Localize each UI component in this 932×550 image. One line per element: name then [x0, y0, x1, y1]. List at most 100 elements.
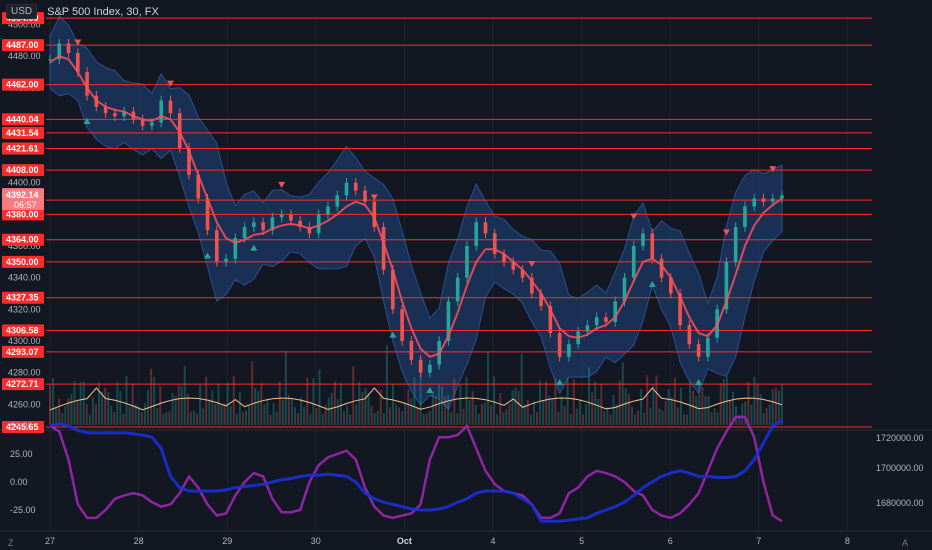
- autoscale-button[interactable]: A: [901, 538, 908, 548]
- candle-body: [548, 306, 553, 334]
- volume-bar: [468, 400, 471, 425]
- volume-bar: [339, 383, 342, 425]
- volume-bar: [150, 368, 153, 425]
- candle-body: [242, 227, 247, 239]
- sell-signal-marker: [278, 181, 286, 188]
- level-label: 4431.54: [6, 128, 39, 138]
- volume-bar: [226, 382, 229, 425]
- volume-bar: [235, 414, 238, 425]
- volume-bar: [609, 414, 612, 425]
- symbol-title[interactable]: S&P 500 Index, 30, FX: [47, 5, 159, 18]
- volume-bar: [64, 406, 67, 425]
- buy-signal-marker: [204, 252, 212, 259]
- candle-body: [307, 227, 312, 234]
- volume-bar: [260, 382, 263, 425]
- volume-bar: [382, 413, 385, 425]
- volume-bar: [238, 391, 241, 425]
- volume-bar: [275, 411, 278, 425]
- volume-bar: [318, 369, 321, 425]
- candle-body: [724, 261, 729, 310]
- volume-bar: [404, 402, 407, 425]
- candle-body: [381, 227, 386, 270]
- sell-signal-marker: [370, 194, 378, 201]
- candle-body: [363, 190, 367, 202]
- level-label-bg: [2, 255, 44, 268]
- candle-body: [326, 206, 330, 215]
- candle-body: [66, 43, 71, 53]
- volume-bar: [122, 413, 125, 425]
- candle-body: [520, 269, 525, 278]
- candle-body: [400, 309, 404, 341]
- volume-bar: [765, 408, 768, 425]
- candle-body: [669, 277, 673, 294]
- volume-bar: [689, 380, 692, 425]
- volume-bar: [315, 408, 318, 425]
- price-tick-label: 4400.00: [8, 178, 41, 188]
- candle-body: [353, 182, 358, 191]
- candle-body: [57, 43, 62, 60]
- level-label-bg: [2, 208, 44, 221]
- volume-bar: [652, 384, 655, 425]
- volume-axis-tick-label: 1700000.00: [876, 463, 924, 473]
- candle-body: [316, 214, 321, 234]
- volume-bar: [735, 405, 738, 425]
- volume-bar: [196, 413, 199, 425]
- volume-bar: [257, 391, 260, 425]
- candle-body: [780, 195, 784, 199]
- volume-bar: [563, 406, 566, 425]
- volume-bar: [352, 366, 355, 425]
- volume-bar: [511, 390, 514, 425]
- volume-bar: [695, 396, 698, 425]
- volume-bar: [162, 413, 165, 425]
- volume-bar: [137, 406, 140, 425]
- candle-body: [483, 222, 488, 234]
- volume-bar: [453, 379, 456, 425]
- volume-bar: [667, 388, 670, 425]
- volume-bar: [281, 399, 284, 425]
- volume-bar: [113, 411, 116, 425]
- volume-bar: [428, 411, 431, 425]
- volume-bar: [569, 413, 572, 425]
- volume-bar: [174, 396, 177, 425]
- level-label-bg: [2, 78, 44, 91]
- volume-bar: [450, 411, 453, 425]
- candle-body: [641, 233, 645, 247]
- volume-bar: [486, 352, 489, 425]
- volume-bar: [741, 403, 744, 425]
- volume-bar: [505, 409, 508, 425]
- level-label-bg: [2, 39, 44, 52]
- volume-bar: [437, 384, 440, 425]
- volume-bar: [410, 398, 413, 425]
- buy-signal-marker: [556, 379, 564, 386]
- volume-bar: [523, 404, 526, 425]
- candle-body: [261, 222, 265, 231]
- candle-body: [492, 233, 497, 254]
- volume-bar: [76, 399, 79, 425]
- price-tick-label: 4340.00: [8, 273, 41, 283]
- zoom-toggle-button[interactable]: Z: [8, 538, 14, 548]
- volume-bar: [535, 411, 538, 425]
- volume-bar: [502, 412, 505, 425]
- currency-button[interactable]: USD: [6, 4, 38, 19]
- volume-bar: [107, 392, 110, 425]
- volume-bar: [419, 356, 422, 425]
- volume-bar: [208, 399, 211, 425]
- volume-bar: [309, 414, 312, 425]
- level-label: 4350.00: [6, 257, 39, 267]
- level-label: 4327.35: [6, 293, 39, 303]
- oscillator-pane: [46, 432, 872, 530]
- candle-body: [696, 344, 701, 357]
- volume-bar: [186, 394, 189, 425]
- level-label-bg: [2, 126, 44, 139]
- volume-bar: [673, 377, 676, 425]
- volume-bar: [474, 405, 477, 425]
- volume-bar: [385, 345, 388, 425]
- level-label-bg: [2, 113, 44, 126]
- volume-bar: [376, 411, 379, 425]
- volume-bar: [364, 387, 367, 425]
- volume-bar: [615, 404, 618, 425]
- volume-bar: [692, 390, 695, 425]
- oscillator-tick-label: 0.00: [10, 477, 28, 487]
- volume-bar: [661, 410, 664, 425]
- volume-bar: [153, 377, 156, 425]
